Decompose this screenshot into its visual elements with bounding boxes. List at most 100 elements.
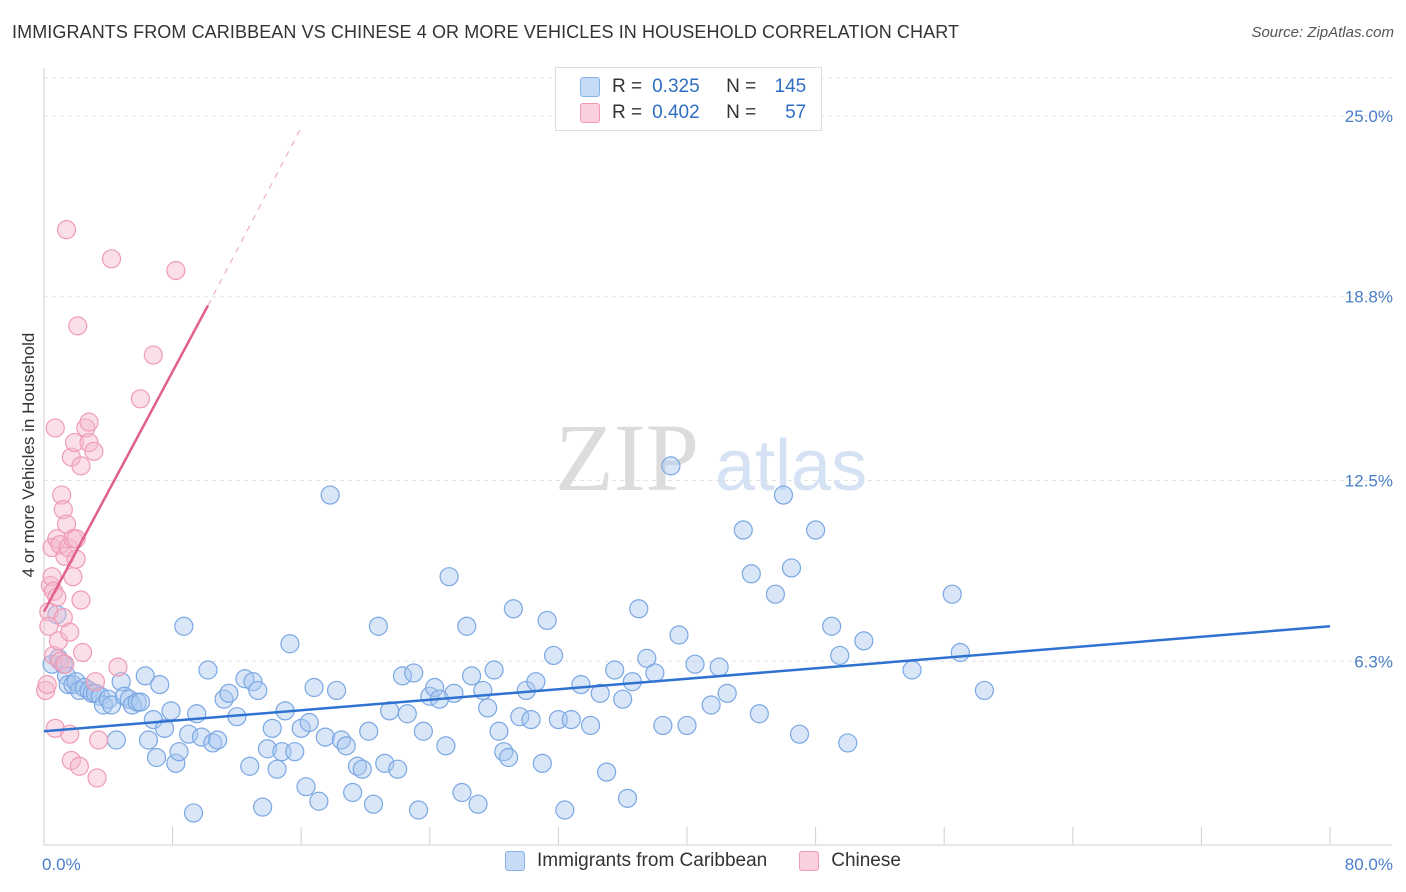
data-point (942, 584, 962, 604)
trend-lines (42, 127, 1331, 733)
data-point (677, 715, 697, 736)
data-point (296, 777, 316, 797)
trend-line-chinese-extension (207, 127, 302, 306)
y-tick-label: 12.5% (1345, 471, 1393, 490)
data-point (37, 675, 57, 695)
data-point (543, 645, 564, 666)
y-tick-label: 18.8% (1345, 288, 1393, 307)
data-point (326, 680, 347, 701)
legend-swatch-caribbean (580, 77, 600, 97)
data-point (130, 692, 151, 712)
data-point (902, 660, 922, 680)
legend-r-value: 0.325 (652, 76, 700, 97)
data-point (169, 742, 189, 762)
data-point (439, 567, 459, 587)
data-point (555, 800, 575, 820)
caribbean-points (42, 456, 994, 823)
data-point (79, 412, 99, 432)
legend-n-label: N = (726, 76, 757, 97)
data-point (733, 520, 753, 540)
data-point (315, 727, 335, 747)
data-point (108, 657, 128, 677)
data-point (532, 753, 552, 773)
data-point (526, 672, 546, 692)
legend-n-value: 145 (774, 76, 807, 97)
data-point (79, 432, 99, 453)
data-point (84, 441, 104, 461)
data-point (498, 747, 519, 768)
watermark-zip: ZIP (555, 404, 699, 511)
data-point (154, 718, 175, 738)
data-point (72, 642, 93, 663)
data-point (55, 654, 75, 674)
data-point (191, 727, 212, 747)
data-point (521, 709, 541, 730)
watermark-atlas: atlas (715, 426, 867, 506)
data-point (60, 622, 80, 642)
data-point (208, 730, 228, 750)
data-point (537, 610, 557, 631)
legend-n-label: N = (726, 102, 757, 123)
data-point (299, 712, 319, 733)
data-point (709, 657, 729, 677)
data-point (468, 794, 488, 814)
data-point (789, 724, 810, 744)
data-point (138, 730, 159, 750)
data-point (166, 753, 186, 773)
legend-swatch-chinese (580, 103, 600, 123)
data-point (174, 616, 194, 636)
data-point (352, 759, 372, 779)
data-point (830, 645, 850, 666)
data-point (42, 567, 62, 587)
data-point (854, 631, 874, 651)
y-tick-label: 6.3% (1354, 652, 1393, 671)
data-point (52, 485, 72, 505)
data-point (150, 675, 170, 695)
data-point (267, 759, 287, 779)
series-swatch-caribbean (505, 851, 526, 871)
data-point (198, 660, 218, 680)
data-point (561, 709, 581, 730)
data-point (69, 756, 89, 776)
data-point (45, 718, 65, 738)
data-point (617, 788, 638, 808)
data-point (253, 797, 273, 817)
data-point (53, 500, 73, 520)
data-point (457, 616, 477, 636)
data-point (71, 590, 91, 610)
data-point (135, 666, 155, 686)
data-point (413, 721, 433, 741)
series-name-chinese: Chinese (831, 850, 901, 871)
data-point (701, 695, 721, 715)
data-point (425, 677, 445, 698)
data-point (404, 663, 424, 683)
data-point (161, 701, 181, 721)
chinese-points (36, 220, 186, 788)
grid-lines (44, 77, 1392, 662)
data-point (765, 584, 786, 604)
x-tick-label: 0.0% (42, 855, 81, 874)
data-point (89, 730, 109, 750)
data-point (685, 654, 705, 674)
source-label: Source: ZipAtlas.com (1251, 24, 1394, 41)
data-point (580, 715, 601, 736)
series-swatch-chinese (799, 851, 820, 871)
data-point (444, 683, 464, 703)
data-point (85, 672, 106, 692)
axes (43, 68, 1392, 846)
data-point (773, 485, 794, 505)
data-point (571, 675, 591, 695)
data-point (838, 733, 858, 753)
data-point (629, 599, 649, 619)
data-point (68, 316, 88, 336)
data-point (262, 718, 282, 738)
data-point (101, 249, 122, 269)
data-point (950, 642, 970, 663)
data-point (56, 220, 77, 240)
x-tick-label: 80.0% (1345, 855, 1393, 874)
data-point (397, 704, 417, 724)
data-point (388, 759, 408, 779)
data-point (392, 666, 413, 686)
data-point (71, 456, 91, 476)
data-point (749, 704, 769, 724)
